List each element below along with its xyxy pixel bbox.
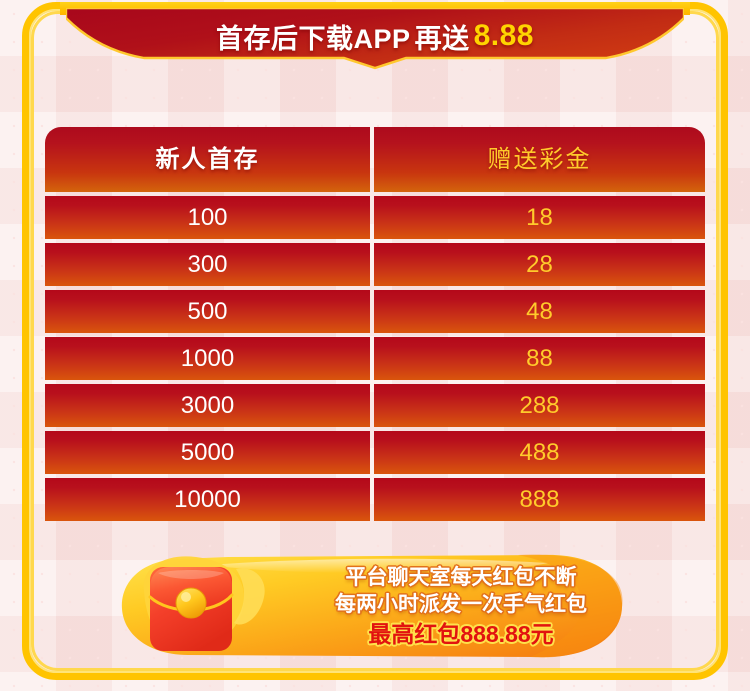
bonus-value: 48	[526, 297, 553, 325]
table-cell-bonus: 288	[374, 384, 705, 427]
table-row: 3000 288	[45, 384, 705, 427]
bottom-banner: 平台聊天室每天红包不断 每两小时派发一次手气红包 最高红包888.88元	[118, 545, 634, 667]
bonus-value: 28	[526, 250, 553, 278]
table-row: 300 28	[45, 243, 705, 286]
table-header-row: 新人首存 赠送彩金	[45, 127, 705, 192]
bottom-banner-shape	[121, 554, 623, 658]
table-cell-bonus: 48	[374, 290, 705, 333]
table-cell-deposit: 3000	[45, 384, 370, 427]
table-cell-bonus: 18	[374, 196, 705, 239]
table-cell-deposit: 5000	[45, 431, 370, 474]
header-banner: 首存后下载APP 再送 8.88	[66, 8, 684, 70]
table-header-deposit-label: 新人首存	[155, 145, 260, 173]
table-cell-deposit: 500	[45, 290, 370, 333]
header-banner-shape	[66, 8, 684, 70]
deposit-value: 100	[187, 203, 228, 231]
deposit-value: 3000	[180, 391, 235, 419]
bonus-value: 18	[526, 203, 553, 231]
table-cell-deposit: 1000	[45, 337, 370, 380]
table-row: 100 18	[45, 196, 705, 239]
bonus-table: 新人首存 赠送彩金 100 18 300 28 500	[45, 127, 705, 525]
table-row: 10000 888	[45, 478, 705, 521]
deposit-value: 500	[187, 297, 228, 325]
table-cell-deposit: 10000	[45, 478, 370, 521]
table-cell-deposit: 300	[45, 243, 370, 286]
bonus-value: 88	[526, 344, 553, 372]
bonus-value: 888	[519, 485, 560, 513]
table-header-bonus: 赠送彩金	[374, 127, 705, 192]
bonus-value: 288	[519, 391, 560, 419]
table-header-deposit: 新人首存	[45, 127, 370, 192]
table-cell-bonus: 888	[374, 478, 705, 521]
table-row: 1000 88	[45, 337, 705, 380]
table-row: 5000 488	[45, 431, 705, 474]
table-cell-bonus: 88	[374, 337, 705, 380]
table-header-bonus-label: 赠送彩金	[487, 145, 592, 173]
bonus-value: 488	[519, 438, 560, 466]
red-envelope-icon	[148, 567, 234, 651]
deposit-value: 10000	[174, 485, 241, 513]
table-cell-deposit: 100	[45, 196, 370, 239]
deposit-value: 300	[187, 250, 228, 278]
table-cell-bonus: 488	[374, 431, 705, 474]
deposit-value: 1000	[180, 344, 235, 372]
table-cell-bonus: 28	[374, 243, 705, 286]
deposit-value: 5000	[180, 438, 235, 466]
table-row: 500 48	[45, 290, 705, 333]
